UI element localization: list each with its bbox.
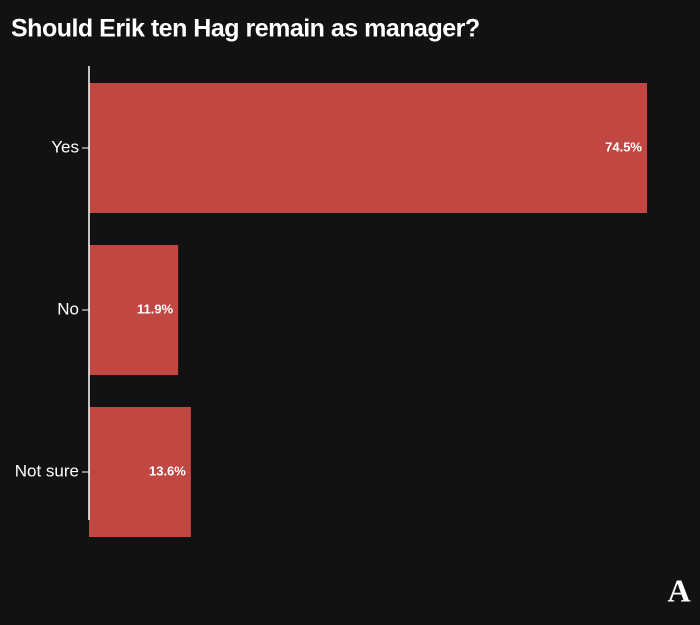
bar [89,245,179,375]
y-tick-label: No [57,299,79,318]
y-tick-label: Yes [51,137,79,156]
bar [89,407,191,537]
y-tick-label: Not sure [15,461,79,480]
value-label: 11.9% [137,301,174,316]
logo: A [667,572,690,608]
bar [89,83,647,213]
value-label: 13.6% [149,463,186,478]
value-label: 74.5% [605,139,642,154]
chart-title: Should Erik ten Hag remain as manager? [11,15,480,43]
